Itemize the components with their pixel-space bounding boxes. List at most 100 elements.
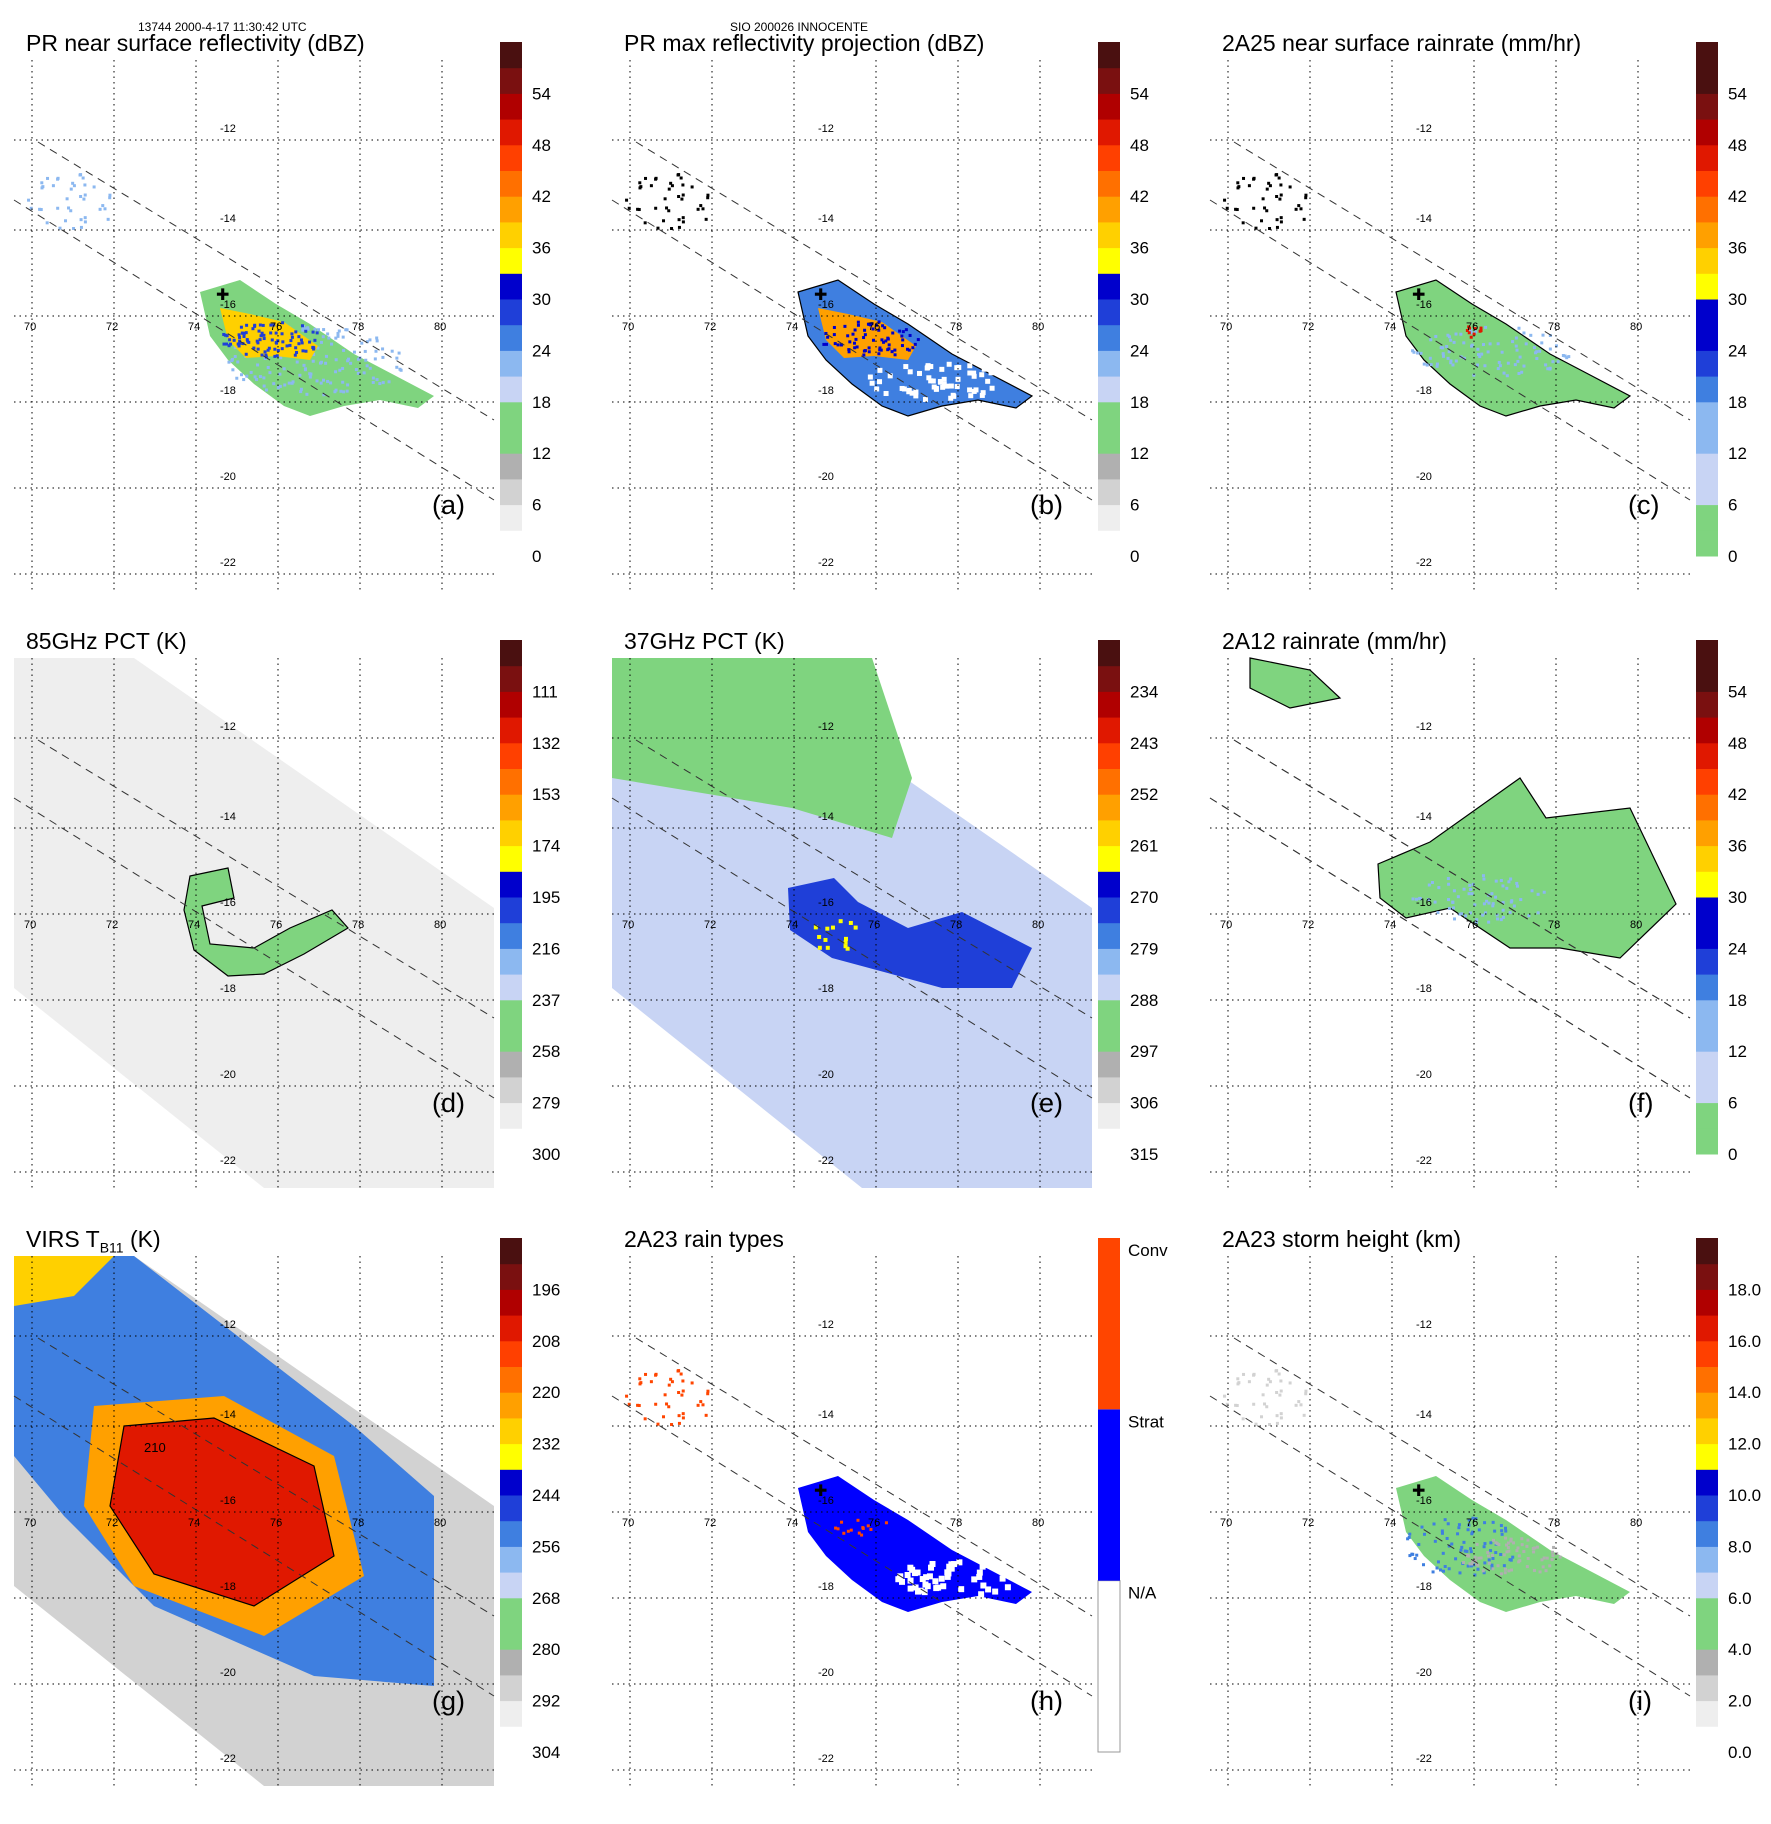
colorbar-segment	[1696, 530, 1718, 557]
colorbar-segment	[1696, 794, 1718, 821]
header-orbit-info: 13744 2000-4-17 11:30:42 UTC	[138, 20, 307, 34]
colorbar-segment	[500, 1051, 522, 1078]
lat-label: -16	[220, 897, 236, 909]
lat-label: -20	[1416, 1667, 1432, 1679]
lon-label: 78	[950, 919, 962, 931]
colorbar-segment	[500, 1417, 522, 1445]
colorbar-segment	[500, 42, 522, 69]
panel-plot-g: 210 -12 -14 -16 -18 -20 -22 70 72 74 76 78 80 304 292 2…	[13, 1238, 560, 1786]
lat-label: -22	[1416, 557, 1432, 569]
colorbar-tick-label: 153	[532, 785, 560, 804]
lon-label: 74	[1384, 919, 1396, 931]
panel-title: 2A23 rain types	[624, 1226, 784, 1252]
colorbar-segment	[1696, 247, 1718, 274]
panel-title: 85GHz PCT (K)	[26, 628, 187, 654]
panel-title: 2A25 near surface rainrate (mm/hr)	[1222, 30, 1582, 56]
colorbar-segment	[1696, 1051, 1718, 1078]
colorbar-segment	[1098, 845, 1120, 872]
map-field-b: ✚	[625, 173, 1034, 417]
colorbar-tick-label: 18.0	[1728, 1280, 1761, 1299]
lat-label: -12	[220, 1319, 236, 1331]
lat-label: -16	[220, 1495, 236, 1507]
swath-edges	[13, 739, 495, 1099]
colorbar-segment	[1098, 504, 1120, 531]
panel-letter: (h)	[1030, 1686, 1063, 1716]
colorbar-segment	[1696, 299, 1718, 326]
lat-label: -22	[818, 557, 834, 569]
colorbar-tick-label: 232	[532, 1435, 560, 1454]
map-grid: -12 -14 -16 -18 -20 -22 70 72 74 76 78 80	[1210, 1256, 1690, 1786]
colorbar-segment	[1098, 717, 1120, 744]
colorbar-segment	[500, 530, 522, 557]
colorbar-e: 315 306 297 288 279 270 261 252 243 234	[1098, 640, 1158, 1164]
lat-label: -14	[818, 811, 834, 823]
colorbar-tick-label: 279	[1130, 939, 1158, 958]
colorbar-segment	[1696, 999, 1718, 1026]
colorbar-segment	[1696, 845, 1718, 872]
panel-letter: (c)	[1628, 490, 1660, 520]
colorbar-segment	[1696, 1674, 1718, 1702]
panel-letter: (g)	[432, 1686, 465, 1716]
panel-plot-f: -12 -14 -16 -18 -20 -22 70 72 74 76 78 80 0 6 12 18 24 30…	[1209, 640, 1747, 1188]
colorbar-tick-label: 24	[1728, 341, 1747, 360]
colorbar-segment	[1098, 196, 1120, 223]
colorbar-tick-label: 42	[1728, 187, 1747, 206]
lon-label: 78	[950, 1517, 962, 1529]
colorbar-tick-label: 279	[532, 1094, 560, 1113]
lat-label: -16	[220, 299, 236, 311]
colorbar-segment	[500, 640, 522, 667]
swath-edges	[1209, 739, 1691, 1099]
colorbar-tick-label: 12	[1130, 444, 1149, 463]
lon-label: 80	[434, 1517, 446, 1529]
colorbar-segment	[1696, 170, 1718, 197]
colorbar-segment	[500, 1315, 522, 1342]
lon-label: 74	[188, 1517, 200, 1529]
lat-label: -12	[818, 1319, 834, 1331]
colorbar-tick-label: 306	[1130, 1094, 1158, 1113]
map-field-h: ✚	[625, 1369, 1032, 1612]
storm-center-icon: ✚	[1412, 1483, 1425, 1500]
colorbar-segment	[500, 1520, 522, 1547]
swath-edges	[611, 1337, 1093, 1697]
colorbar-segment	[1098, 324, 1120, 351]
map-field-a: ✚	[27, 173, 434, 416]
colorbar-segment	[1696, 1340, 1718, 1367]
lat-label: -12	[818, 721, 834, 733]
colorbar-tick-label: 48	[1130, 136, 1149, 155]
lon-label: 70	[622, 919, 634, 931]
map-grid: -12 -14 -16 -18 -20 -22 70 72 74 76 78 80	[612, 60, 1092, 590]
lon-label: 80	[1032, 321, 1044, 333]
colorbar-segment	[1098, 299, 1120, 326]
colorbar-tick-label: 42	[1130, 187, 1149, 206]
panel-plot-a: ✚ -12 -14 -16 -18 -20 -22 70 72 74 76 78 80 0 6 12 18 24 3…	[13, 42, 551, 590]
colorbar-segment	[1098, 819, 1120, 847]
panel-f: -12 -14 -16 -18 -20 -22 70 72 74 76 78 80 0 6 12 18 24 30…	[1196, 626, 1771, 1226]
colorbar-tick-label: 244	[532, 1486, 560, 1505]
colorbar-segment	[1696, 1128, 1718, 1155]
lon-label: 80	[1630, 1517, 1642, 1529]
colorbar-segment	[500, 1289, 522, 1316]
lat-label: -18	[1416, 385, 1432, 397]
lon-label: 74	[1384, 1517, 1396, 1529]
colorbar-segment	[1098, 119, 1120, 146]
panel-title: 37GHz PCT (K)	[624, 628, 785, 654]
colorbar-segment	[500, 897, 522, 924]
lat-label: -12	[220, 123, 236, 135]
colorbar-segment	[1696, 640, 1718, 667]
lat-label: -22	[220, 1155, 236, 1167]
lon-label: 70	[24, 919, 36, 931]
lon-label: 72	[106, 919, 118, 931]
colorbar-segment	[500, 768, 522, 795]
panel-plot-c: ✚ -12 -14 -16 -18 -20 -22 70 72 74 76 78 80 0 6 12 18 24 3…	[1209, 42, 1747, 590]
colorbar-segment	[1696, 1726, 1718, 1753]
lat-label: -20	[818, 1667, 834, 1679]
header-storm-name: SIO 200026 INNOCENTE	[730, 20, 869, 34]
colorbar-segment	[1696, 144, 1718, 171]
colorbar-segment	[500, 845, 522, 872]
panel-h: ✚ -12 -14 -16 -18 -20 -22 70 72 74 76 78 80 N/A Strat C…	[598, 1224, 1188, 1824]
colorbar-segment	[500, 376, 522, 403]
lat-label: -20	[1416, 471, 1432, 483]
lat-label: -20	[818, 1069, 834, 1081]
panel-d: -12 -14 -16 -18 -20 -22 70 72 74 76 78 80 300 279 258 2…	[0, 626, 590, 1226]
lat-label: -12	[1416, 123, 1432, 135]
